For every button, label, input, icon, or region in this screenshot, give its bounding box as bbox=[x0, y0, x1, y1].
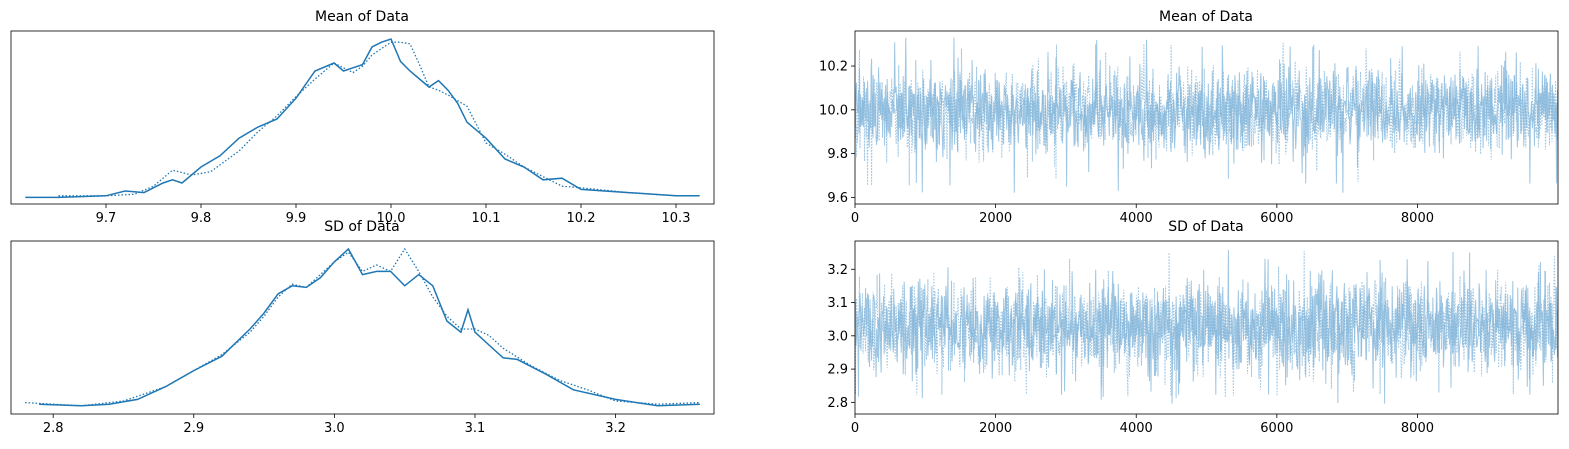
y-axis-ticks: 2.8 2.9 3.0 3.1 3.2 bbox=[827, 263, 855, 411]
panel-kde-mean: Mean of Data 9.7 9.8 9.9 10.0 10.1 10.2 10.3 bbox=[10, 9, 715, 226]
axes-frame bbox=[10, 30, 715, 205]
y-tick-label: 2.9 bbox=[827, 363, 848, 378]
kde-mean-lines bbox=[25, 38, 700, 199]
x-axis-ticks: 0 2000 4000 6000 8000 bbox=[851, 414, 1434, 436]
x-tick-label: 3.0 bbox=[324, 421, 345, 436]
trace-sd-lines bbox=[855, 249, 1558, 404]
panel-trace-sd: SD of Data 0 2000 4000 6000 8000 2.8 2.9 3.0 3.… bbox=[827, 219, 1559, 436]
y-tick-label: 10.2 bbox=[819, 60, 848, 75]
trace-line-solid bbox=[855, 37, 1558, 193]
y-axis-ticks: 9.6 9.8 10.0 10.2 bbox=[819, 60, 855, 206]
y-tick-label: 9.6 bbox=[827, 191, 848, 206]
chart-title: Mean of Data bbox=[315, 9, 409, 25]
x-tick-label: 0 bbox=[851, 211, 859, 226]
chart-title: Mean of Data bbox=[1159, 9, 1253, 25]
axes-frame bbox=[854, 240, 1559, 415]
y-tick-label: 3.1 bbox=[827, 296, 848, 311]
x-tick-label: 9.9 bbox=[286, 211, 307, 226]
x-tick-label: 10.0 bbox=[377, 211, 406, 226]
kde-line-solid bbox=[25, 38, 700, 199]
panel-trace-mean: Mean of Data 0 2000 4000 6000 8000 9.6 9.8 10.… bbox=[819, 9, 1559, 226]
y-tick-label: 3.0 bbox=[827, 329, 848, 344]
trace-line-dotted bbox=[855, 42, 1558, 186]
y-tick-label: 3.2 bbox=[827, 263, 848, 278]
x-tick-label: 9.8 bbox=[191, 211, 212, 226]
x-tick-label: 0 bbox=[851, 421, 859, 436]
x-tick-label: 10.1 bbox=[472, 211, 501, 226]
kde-line-dotted bbox=[58, 41, 677, 197]
x-tick-label: 10.2 bbox=[567, 211, 596, 226]
x-tick-label: 3.2 bbox=[605, 421, 626, 436]
y-tick-label: 2.8 bbox=[827, 396, 848, 411]
kde-sd-lines bbox=[25, 247, 700, 407]
trace-lines bbox=[855, 249, 1558, 404]
x-tick-label: 8000 bbox=[1401, 421, 1434, 436]
x-tick-label: 8000 bbox=[1401, 211, 1434, 226]
panel-kde-sd: SD of Data 2.8 2.9 3.0 3.1 3.2 bbox=[10, 219, 715, 436]
x-tick-label: 2.8 bbox=[43, 421, 64, 436]
trace-mean-lines bbox=[855, 37, 1558, 193]
trace-line-dotted bbox=[855, 250, 1558, 399]
x-tick-label: 9.7 bbox=[96, 211, 117, 226]
axes-frame bbox=[10, 240, 715, 415]
x-tick-label: 2.9 bbox=[183, 421, 204, 436]
x-axis-ticks: 9.7 9.8 9.9 10.0 10.1 10.2 10.3 bbox=[96, 204, 691, 226]
trace-lines bbox=[855, 37, 1558, 193]
kde-line-dotted bbox=[25, 247, 700, 407]
x-tick-label: 10.3 bbox=[662, 211, 691, 226]
axes-frame bbox=[854, 30, 1559, 205]
x-tick-label: 4000 bbox=[1120, 421, 1153, 436]
x-tick-label: 4000 bbox=[1120, 211, 1153, 226]
x-tick-label: 6000 bbox=[1260, 421, 1293, 436]
chart-title: SD of Data bbox=[324, 219, 400, 235]
y-tick-label: 9.8 bbox=[827, 147, 848, 162]
x-tick-label: 3.1 bbox=[465, 421, 486, 436]
x-tick-label: 2000 bbox=[979, 421, 1012, 436]
y-tick-label: 10.0 bbox=[819, 103, 848, 118]
x-axis-ticks: 0 2000 4000 6000 8000 bbox=[851, 204, 1434, 226]
x-tick-label: 2000 bbox=[979, 211, 1012, 226]
x-axis-ticks: 2.8 2.9 3.0 3.1 3.2 bbox=[43, 414, 626, 436]
x-tick-label: 6000 bbox=[1260, 211, 1293, 226]
chart-title: SD of Data bbox=[1168, 219, 1244, 235]
